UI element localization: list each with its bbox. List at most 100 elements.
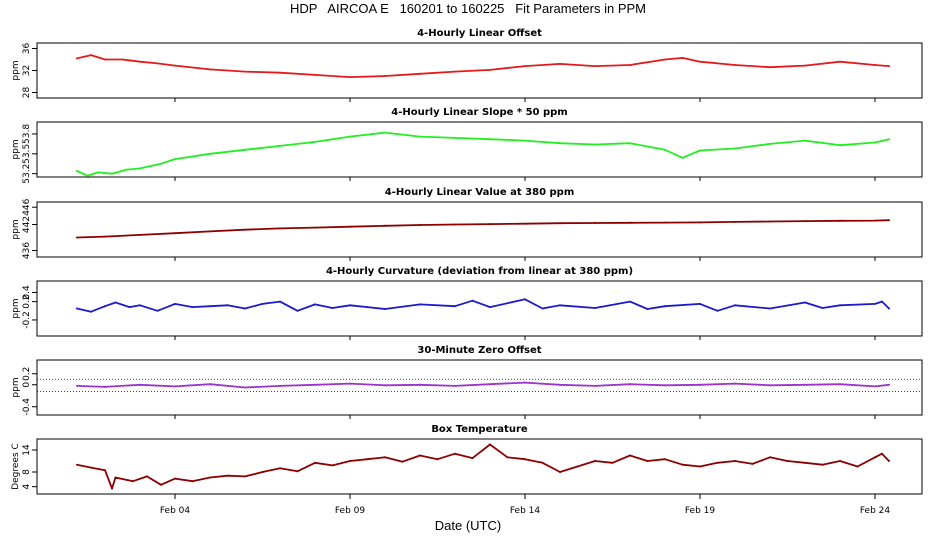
data-point <box>489 443 491 446</box>
data-point <box>419 135 421 138</box>
y-tick-label: 8 <box>22 469 32 475</box>
data-point <box>699 383 701 386</box>
data-point <box>244 228 246 231</box>
data-point <box>128 306 131 309</box>
data-point <box>786 460 789 462</box>
data-point <box>244 475 246 478</box>
data-point <box>419 303 421 306</box>
data-point <box>821 463 824 466</box>
data-point <box>734 304 736 307</box>
data-point <box>734 64 736 66</box>
data-point <box>111 487 113 490</box>
data-point <box>699 302 701 305</box>
data-point <box>419 224 421 226</box>
data-point <box>681 156 684 159</box>
data-point <box>209 68 211 71</box>
data-point <box>804 461 806 464</box>
data-point <box>349 382 351 385</box>
panel-title: 4-Hourly Linear Slope * 50 ppm <box>391 107 567 118</box>
y-axis-label: ppm <box>11 60 21 80</box>
data-point <box>86 174 89 177</box>
data-point <box>734 382 736 385</box>
data-point <box>541 307 544 310</box>
data-point <box>174 385 176 388</box>
data-point <box>804 220 806 223</box>
data-point <box>559 304 561 307</box>
data-point <box>384 131 386 134</box>
data-point <box>419 454 421 457</box>
panel-title: 4-Hourly Curvature (deviation from linea… <box>326 266 633 277</box>
data-point <box>559 62 561 65</box>
data-point <box>296 309 299 312</box>
data-point <box>524 139 526 142</box>
data-point <box>664 148 666 151</box>
x-tick-label: Feb 09 <box>335 506 366 516</box>
y-tick-label: 0 <box>22 382 32 388</box>
panel-3: 4-Hourly Linear Value at 380 ppm 436 44244… <box>11 187 923 261</box>
data-point <box>804 64 806 67</box>
y-tick-label: -0.4 <box>22 398 32 416</box>
data-point <box>699 465 701 468</box>
y-tick-label: 36 <box>22 43 32 55</box>
data-point <box>279 71 281 74</box>
x-tick-label: Feb 14 <box>510 506 541 516</box>
plot-frame <box>36 280 923 337</box>
y-tick-label: 0.2 <box>22 367 32 381</box>
panel-title: Box Temperature <box>431 424 528 435</box>
panel-title: 4-Hourly Linear Offset <box>417 28 542 39</box>
data-point <box>174 302 176 305</box>
data-point <box>104 385 106 388</box>
data-point <box>331 307 334 309</box>
data-point <box>804 301 806 304</box>
y-axis-label: ppm <box>11 298 21 318</box>
data-point <box>349 460 351 462</box>
data-point <box>191 480 194 483</box>
data-point <box>874 385 876 388</box>
y-tick-label: 0.4 <box>22 285 32 300</box>
data-point <box>874 456 876 459</box>
x-axis: Feb 04 Feb 09 Feb 14 Feb 19 Feb 24 <box>160 494 890 516</box>
data-point <box>839 460 841 462</box>
y-axis-label: Degrees C <box>11 443 21 490</box>
data-point <box>209 305 211 308</box>
data-point <box>419 383 421 386</box>
data-point <box>888 138 890 141</box>
data-point <box>314 73 316 76</box>
data-point <box>888 219 890 222</box>
data-point <box>769 384 771 387</box>
data-point <box>888 383 890 386</box>
data-point <box>349 225 351 228</box>
data-point <box>489 223 491 226</box>
data-point <box>681 56 684 59</box>
panel-4: 4-Hourly Curvature (deviation from linea… <box>11 266 923 340</box>
data-point <box>804 139 806 142</box>
data-point <box>331 464 334 467</box>
data-point <box>436 458 439 461</box>
y-tick-label: 436 <box>22 242 32 259</box>
y-tick-label: 14 <box>22 444 32 456</box>
plot-frame <box>36 201 923 258</box>
data-point <box>489 138 491 141</box>
data-point <box>699 60 701 63</box>
data-point <box>839 144 841 147</box>
data-point <box>471 457 474 460</box>
data-point <box>454 223 456 226</box>
data-point <box>76 307 78 310</box>
data-point <box>681 463 684 466</box>
data-point <box>541 461 544 464</box>
y-axis-label: ppm <box>11 219 21 239</box>
y-tick-label: 28 <box>22 87 32 99</box>
data-point <box>76 384 78 387</box>
data-point <box>471 299 474 302</box>
data-point <box>454 305 456 308</box>
series-line-1 <box>76 381 890 389</box>
data-point <box>314 383 316 386</box>
data-point <box>111 172 113 175</box>
data-point <box>699 149 701 152</box>
data-point <box>139 60 141 63</box>
data-point <box>244 70 246 73</box>
data-point <box>804 383 806 386</box>
